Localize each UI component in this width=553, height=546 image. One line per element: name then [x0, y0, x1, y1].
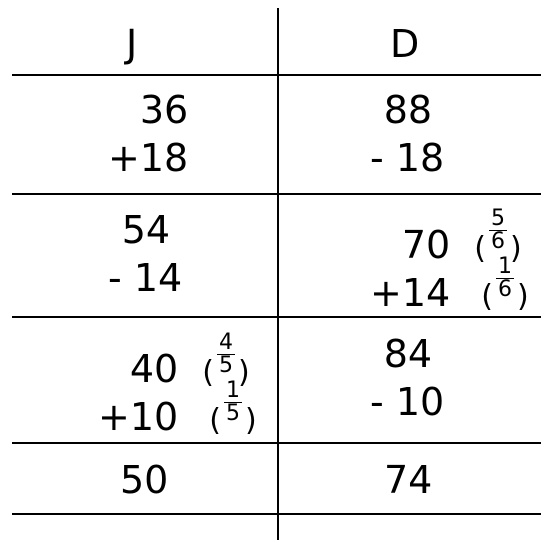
hline-2: [12, 316, 541, 318]
r1-right-bot-frac: (16): [474, 256, 528, 312]
r3-left-val: 50: [120, 458, 168, 502]
r1-right-bot: +14 (16): [370, 256, 529, 315]
r0-right-bot-val: 18: [396, 136, 444, 180]
r2-left-bot-num: 1: [224, 380, 242, 402]
r0-left-top-val: 36: [140, 88, 188, 132]
r1-left-bot-val: 14: [134, 256, 182, 300]
r1-right-bot-den: 6: [496, 278, 514, 301]
r2-left-bot-den: 5: [224, 402, 242, 425]
r1-right-top-num: 5: [489, 208, 507, 230]
hline-4: [12, 513, 541, 515]
r0-right-top: -88: [370, 88, 432, 132]
r3-right-top: 74: [384, 458, 432, 502]
r1-left-op: -: [108, 256, 122, 300]
header-right: D: [390, 22, 419, 66]
r2-left-top-den: 5: [217, 354, 235, 377]
r1-right-top-den: 6: [489, 230, 507, 253]
r0-right-op: -: [370, 136, 384, 180]
r2-left-bot-frac: (15): [202, 380, 256, 436]
math-table: { "layout": { "width": 553, "height": 54…: [0, 0, 553, 546]
r2-right-top: -84: [370, 332, 432, 376]
r0-right-bot: - 18: [370, 136, 444, 180]
r1-left-top: -54: [108, 208, 170, 252]
r0-left-bot: +18: [108, 136, 188, 180]
r0-left-top: +36: [108, 88, 188, 132]
r2-right-bot: - 10: [370, 380, 444, 424]
r2-right-op: -: [370, 380, 384, 424]
r2-left-bot-val: 10: [130, 395, 178, 439]
r0-left-bot-val: 18: [140, 136, 188, 180]
r1-right-bot-val: 14: [402, 271, 450, 315]
r1-left-top-val: 54: [122, 208, 170, 252]
r2-left-op: +: [98, 395, 130, 439]
r1-left-bot: - 14: [108, 256, 182, 300]
r0-left-op: +: [108, 136, 140, 180]
r2-left-bot: +10 (15): [98, 380, 257, 439]
r2-right-top-val: 84: [384, 332, 432, 376]
r2-right-bot-val: 10: [396, 380, 444, 424]
hline-0: [12, 74, 541, 76]
r3-left-top: 50: [120, 458, 168, 502]
r0-right-top-val: 88: [384, 88, 432, 132]
r1-right-bot-num: 1: [496, 256, 514, 278]
r3-right-val: 74: [384, 458, 432, 502]
hline-3: [12, 442, 541, 444]
r1-right-op: +: [370, 271, 402, 315]
header-left: J: [126, 22, 137, 66]
hline-1: [12, 193, 541, 195]
center-vline: [277, 8, 279, 540]
r2-left-top-num: 4: [217, 332, 235, 354]
